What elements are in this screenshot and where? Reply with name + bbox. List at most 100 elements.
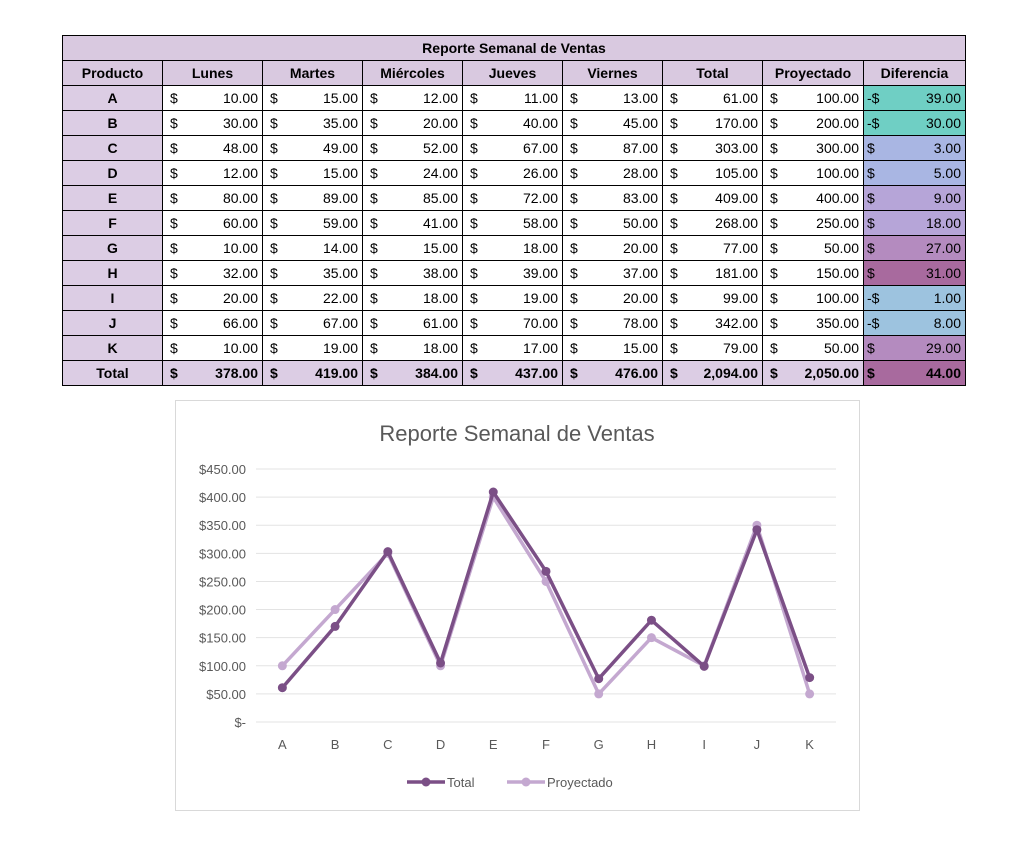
value-cell[interactable]: $303.00 (662, 135, 763, 161)
value-cell[interactable]: $15.00 (362, 235, 463, 261)
difference-cell[interactable]: $31.00 (863, 260, 966, 286)
value-cell[interactable]: $28.00 (562, 160, 663, 186)
data-point-total[interactable] (646, 615, 656, 625)
value-cell[interactable]: $300.00 (762, 135, 864, 161)
value-cell[interactable]: $99.00 (662, 285, 763, 311)
value-cell[interactable]: $40.00 (462, 110, 563, 136)
product-cell[interactable]: D (62, 160, 163, 186)
difference-cell[interactable]: $9.00 (863, 185, 966, 211)
product-cell[interactable]: B (62, 110, 163, 136)
data-point-proyectado[interactable] (805, 689, 815, 699)
value-cell[interactable]: $2,050.00 (762, 360, 864, 386)
product-cell[interactable]: I (62, 285, 163, 311)
data-point-total[interactable] (383, 547, 393, 557)
header-proyectado[interactable]: Proyectado (762, 60, 864, 86)
value-cell[interactable]: $342.00 (662, 310, 763, 336)
value-cell[interactable]: $15.00 (262, 85, 363, 111)
product-cell[interactable]: A (62, 85, 163, 111)
chart-title[interactable]: Reporte Semanal de Ventas (379, 421, 654, 446)
difference-cell[interactable]: -$ 1.00 (863, 285, 966, 311)
value-cell[interactable]: $39.00 (462, 260, 563, 286)
difference-cell[interactable]: $3.00 (863, 135, 966, 161)
value-cell[interactable]: $67.00 (462, 135, 563, 161)
value-cell[interactable]: $2,094.00 (662, 360, 763, 386)
value-cell[interactable]: $80.00 (162, 185, 263, 211)
value-cell[interactable]: $12.00 (162, 160, 263, 186)
value-cell[interactable]: $85.00 (362, 185, 463, 211)
data-point-proyectado[interactable] (646, 633, 656, 643)
value-cell[interactable]: $61.00 (662, 85, 763, 111)
value-cell[interactable]: $150.00 (762, 260, 864, 286)
value-cell[interactable]: $400.00 (762, 185, 864, 211)
header-producto[interactable]: Producto (62, 60, 163, 86)
value-cell[interactable]: $72.00 (462, 185, 563, 211)
header-viernes[interactable]: Viernes (562, 60, 663, 86)
value-cell[interactable]: $18.00 (362, 285, 463, 311)
data-point-total[interactable] (488, 487, 498, 497)
data-point-total[interactable] (805, 673, 815, 683)
value-cell[interactable]: $58.00 (462, 210, 563, 236)
value-cell[interactable]: $87.00 (562, 135, 663, 161)
difference-cell[interactable]: $27.00 (863, 235, 966, 261)
value-cell[interactable]: $41.00 (362, 210, 463, 236)
difference-cell[interactable]: $44.00 (863, 360, 966, 386)
difference-cell[interactable]: $18.00 (863, 210, 966, 236)
value-cell[interactable]: $32.00 (162, 260, 263, 286)
header-diferencia[interactable]: Diferencia (863, 60, 966, 86)
value-cell[interactable]: $70.00 (462, 310, 563, 336)
legend-label-total[interactable]: Total (447, 775, 475, 790)
data-point-total[interactable] (277, 683, 287, 693)
value-cell[interactable]: $61.00 (362, 310, 463, 336)
header-jueves[interactable]: Jueves (462, 60, 563, 86)
value-cell[interactable]: $48.00 (162, 135, 263, 161)
value-cell[interactable]: $437.00 (462, 360, 563, 386)
value-cell[interactable]: $15.00 (562, 335, 663, 361)
value-cell[interactable]: $476.00 (562, 360, 663, 386)
value-cell[interactable]: $200.00 (762, 110, 864, 136)
value-cell[interactable]: $10.00 (162, 235, 263, 261)
value-cell[interactable]: $77.00 (662, 235, 763, 261)
value-cell[interactable]: $250.00 (762, 210, 864, 236)
value-cell[interactable]: $15.00 (262, 160, 363, 186)
value-cell[interactable]: $170.00 (662, 110, 763, 136)
value-cell[interactable]: $419.00 (262, 360, 363, 386)
value-cell[interactable]: $50.00 (762, 235, 864, 261)
value-cell[interactable]: $350.00 (762, 310, 864, 336)
value-cell[interactable]: $35.00 (262, 260, 363, 286)
value-cell[interactable]: $20.00 (562, 235, 663, 261)
table-title[interactable]: Reporte Semanal de Ventas (62, 35, 966, 61)
value-cell[interactable]: $268.00 (662, 210, 763, 236)
value-cell[interactable]: $83.00 (562, 185, 663, 211)
product-cell[interactable]: G (62, 235, 163, 261)
data-point-total[interactable] (752, 525, 762, 535)
product-cell[interactable]: H (62, 260, 163, 286)
value-cell[interactable]: $49.00 (262, 135, 363, 161)
difference-cell[interactable]: -$ 30.00 (863, 110, 966, 136)
value-cell[interactable]: $50.00 (562, 210, 663, 236)
product-cell[interactable]: C (62, 135, 163, 161)
data-point-total[interactable] (699, 661, 709, 671)
value-cell[interactable]: $12.00 (362, 85, 463, 111)
value-cell[interactable]: $409.00 (662, 185, 763, 211)
header-martes[interactable]: Martes (262, 60, 363, 86)
value-cell[interactable]: $20.00 (362, 110, 463, 136)
data-point-proyectado[interactable] (594, 689, 604, 699)
legend-label-proyectado[interactable]: Proyectado (547, 775, 613, 790)
product-cell[interactable]: Total (62, 360, 163, 386)
value-cell[interactable]: $10.00 (162, 335, 263, 361)
value-cell[interactable]: $35.00 (262, 110, 363, 136)
value-cell[interactable]: $45.00 (562, 110, 663, 136)
difference-cell[interactable]: $5.00 (863, 160, 966, 186)
series-line-total[interactable] (281, 490, 812, 689)
value-cell[interactable]: $79.00 (662, 335, 763, 361)
difference-cell[interactable]: $29.00 (863, 335, 966, 361)
value-cell[interactable]: $66.00 (162, 310, 263, 336)
value-cell[interactable]: $18.00 (362, 335, 463, 361)
value-cell[interactable]: $100.00 (762, 160, 864, 186)
difference-cell[interactable]: -$ 8.00 (863, 310, 966, 336)
value-cell[interactable]: $17.00 (462, 335, 563, 361)
value-cell[interactable]: $11.00 (462, 85, 563, 111)
value-cell[interactable]: $181.00 (662, 260, 763, 286)
value-cell[interactable]: $100.00 (762, 285, 864, 311)
value-cell[interactable]: $100.00 (762, 85, 864, 111)
